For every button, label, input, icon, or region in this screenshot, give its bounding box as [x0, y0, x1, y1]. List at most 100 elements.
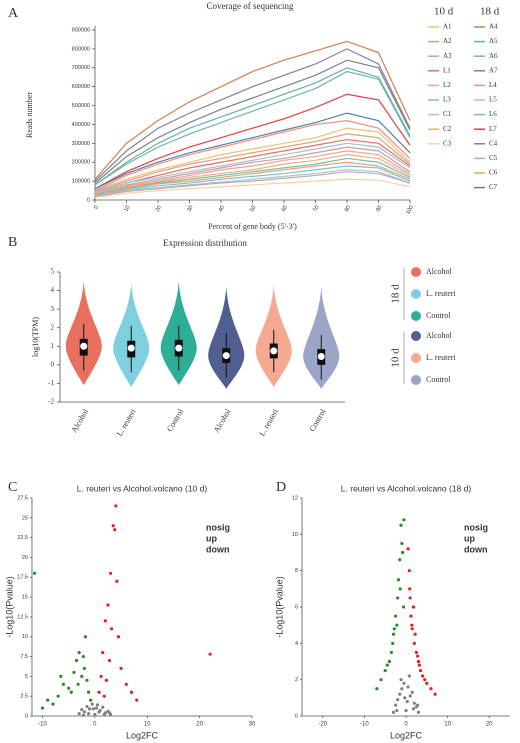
legend-title: 10 d	[434, 6, 454, 18]
legend-swatch	[411, 289, 421, 299]
legend-label: L. reuteri	[426, 289, 457, 298]
y-tick-label: 7.5	[20, 654, 28, 660]
point	[74, 658, 79, 663]
point	[108, 571, 113, 575]
point	[106, 603, 110, 607]
panel-label: B	[8, 235, 17, 250]
legend-label: Control	[426, 375, 451, 384]
point	[102, 712, 106, 717]
point	[40, 706, 45, 710]
point	[93, 712, 97, 717]
series-line	[94, 165, 411, 196]
median	[270, 347, 278, 355]
series-line	[94, 154, 411, 195]
legend-label: Control	[426, 311, 451, 320]
point	[110, 627, 114, 631]
point	[33, 571, 37, 575]
point	[404, 708, 408, 713]
series-line	[94, 157, 411, 195]
axis	[301, 498, 510, 717]
x-tick-label: L. reuteri	[115, 407, 138, 438]
point	[80, 674, 84, 678]
point	[395, 623, 399, 627]
point	[124, 682, 128, 686]
point	[403, 696, 407, 700]
y-tick-label: 2	[51, 323, 55, 331]
y-tick-label: 700000	[72, 65, 90, 71]
series-line	[94, 169, 411, 197]
point	[416, 654, 420, 658]
x-tick-label: 40	[218, 205, 226, 213]
point	[400, 541, 404, 546]
point	[387, 659, 391, 664]
point	[396, 698, 400, 702]
y-tick-label: 0	[87, 197, 90, 203]
x-tick-label: -20	[318, 722, 327, 728]
point	[411, 707, 416, 711]
series-line	[94, 93, 411, 190]
series-line	[94, 150, 411, 194]
y-tick-label: 400000	[72, 122, 90, 128]
legend-label: down	[206, 544, 230, 554]
x-tick-label: 30	[249, 722, 256, 728]
point	[111, 524, 115, 528]
point	[90, 702, 94, 706]
point	[417, 663, 421, 667]
panel-label: C	[8, 480, 17, 495]
point	[107, 711, 112, 715]
point	[119, 666, 123, 671]
y-tick-label: -1	[48, 379, 54, 387]
point	[398, 692, 402, 696]
legend-label: Alcohol	[426, 331, 453, 340]
y-tick-label: 3	[51, 305, 55, 313]
legend-swatch	[411, 267, 421, 277]
point	[416, 659, 421, 664]
point	[406, 547, 410, 551]
point	[59, 674, 63, 678]
series-line	[94, 146, 411, 194]
point	[406, 685, 410, 689]
y-axis-label: log10(TPM)	[31, 317, 40, 357]
series-line	[94, 171, 411, 197]
x-tick-label: Control	[165, 407, 185, 433]
point	[408, 596, 412, 600]
legend-label: C4	[489, 139, 498, 147]
y-tick-label: 2.5	[20, 694, 28, 700]
point	[99, 674, 103, 678]
point	[410, 627, 414, 631]
x-tick-label: 50	[249, 205, 257, 213]
point	[104, 678, 108, 682]
median	[222, 352, 230, 360]
series-line	[94, 138, 411, 194]
y-tick-label: 12	[292, 495, 298, 501]
point	[91, 707, 95, 711]
point	[101, 650, 105, 655]
x-axis-label: Log2FC	[126, 730, 159, 740]
y-axis-label: -Log10(Pvalue)	[274, 576, 284, 638]
series-line	[94, 112, 411, 190]
point	[56, 694, 60, 698]
y-tick-label: 5	[51, 268, 55, 276]
x-tick-label: Alcohol	[212, 407, 233, 435]
x-tick-label: 20	[196, 722, 203, 728]
y-tick-label: 0	[51, 360, 55, 368]
x-tick-label: 90	[375, 205, 383, 213]
legend-label: down	[464, 544, 488, 554]
y-tick-label: 4	[51, 286, 55, 294]
point	[103, 619, 107, 623]
point	[399, 678, 403, 682]
legend-label: L2	[443, 81, 451, 89]
y-tick-label: 22.5	[17, 535, 28, 541]
legend-swatch	[411, 375, 421, 385]
point	[399, 523, 403, 527]
point	[389, 650, 394, 655]
point	[402, 681, 406, 685]
median	[80, 342, 88, 350]
point	[407, 674, 411, 678]
point	[396, 578, 401, 582]
y-axis-label: Reads number	[25, 92, 34, 138]
panel-label: A	[8, 6, 19, 21]
y-tick-label: 1	[51, 342, 55, 350]
x-tick-label: Alcohol	[69, 407, 90, 435]
